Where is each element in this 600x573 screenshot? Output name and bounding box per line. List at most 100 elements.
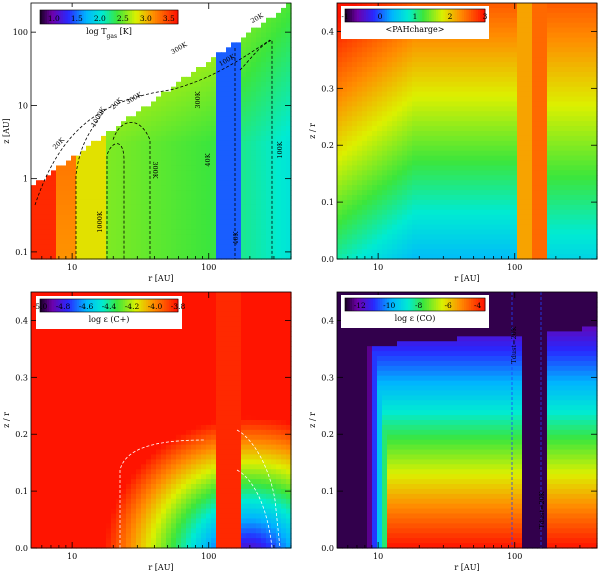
pah-cell xyxy=(592,7,598,14)
pah-cell xyxy=(357,42,363,48)
pah-cell xyxy=(487,219,493,226)
tgas-cell xyxy=(136,214,142,221)
pah-cell xyxy=(347,185,353,191)
pah-cell xyxy=(492,76,498,83)
tgas-cell xyxy=(201,140,207,147)
tgas-cell xyxy=(186,91,192,98)
pah-cell xyxy=(407,199,413,206)
pah-cell xyxy=(522,47,528,53)
pah-cell xyxy=(592,254,598,260)
tgas-cell xyxy=(181,101,187,107)
tgas-colorbar-tick-label: 2.0 xyxy=(94,14,106,23)
pah-cell xyxy=(347,67,353,73)
tgas-cell xyxy=(226,254,232,260)
tgas-cell xyxy=(161,249,167,255)
tgas-cell xyxy=(171,86,177,93)
pah-cell xyxy=(487,37,493,43)
tgas-cell xyxy=(31,209,37,216)
pah-cell xyxy=(512,17,518,24)
pah-cell xyxy=(567,67,573,73)
tgas-cell xyxy=(46,180,52,186)
tgas-colorbar-swatch xyxy=(58,10,62,24)
pah-cell xyxy=(447,150,453,157)
tgas-cell xyxy=(241,254,247,260)
cplus-cell xyxy=(56,479,62,485)
pah-cell xyxy=(552,244,558,250)
tgas-cell xyxy=(121,121,127,127)
tgas-cell xyxy=(181,195,187,201)
pah-cell xyxy=(512,199,518,206)
tgas-cell xyxy=(71,234,77,240)
tgas-cell xyxy=(111,219,117,226)
tgas-cell xyxy=(186,140,192,147)
pah-cell xyxy=(497,199,503,206)
tgas-cell xyxy=(181,140,187,147)
pah-cell xyxy=(412,121,418,127)
tgas-cell xyxy=(246,145,252,152)
pah-cell xyxy=(467,165,473,171)
tgas-cell xyxy=(61,234,67,240)
tgas-cell xyxy=(111,214,117,221)
tgas-cell xyxy=(211,239,217,245)
pah-cell xyxy=(502,135,508,142)
tgas-cell xyxy=(256,67,262,73)
tgas-cell xyxy=(211,106,217,112)
cplus-cell xyxy=(31,346,37,352)
tgas-cell xyxy=(76,170,82,176)
tgas-cell xyxy=(271,244,277,250)
pah-cell xyxy=(372,244,378,250)
pah-cell xyxy=(412,111,418,117)
pah-cell xyxy=(352,135,358,142)
pah-cell xyxy=(527,219,533,226)
tgas-cell xyxy=(231,209,237,216)
pah-cell xyxy=(422,244,428,250)
pah-colorbar-swatch xyxy=(366,9,369,22)
pah-cell xyxy=(477,229,483,235)
pah-colorbar-tick-label: 1 xyxy=(413,12,418,21)
pah-cell xyxy=(512,71,518,78)
tgas-cell xyxy=(226,62,232,68)
tgas-cell xyxy=(256,131,262,137)
tgas-cell xyxy=(276,224,282,231)
tgas-cell xyxy=(146,229,152,235)
pah-cell xyxy=(432,131,438,137)
tgas-cell xyxy=(256,37,262,43)
tgas-cell xyxy=(236,185,242,191)
pah-cell xyxy=(372,229,378,235)
tgas-cell xyxy=(36,185,42,191)
pah-cell xyxy=(512,150,518,157)
pah-cell xyxy=(492,17,498,24)
tgas-cell xyxy=(206,121,212,127)
pah-cell xyxy=(462,185,468,191)
tgas-cell xyxy=(56,249,62,255)
tgas-cell xyxy=(211,199,217,206)
cplus-cell xyxy=(51,351,57,357)
pah-cell xyxy=(512,57,518,63)
pah-cell xyxy=(537,199,543,206)
pah-cell xyxy=(407,135,413,142)
pah-cell xyxy=(512,165,518,171)
tgas-cell xyxy=(256,180,262,186)
tgas-cell xyxy=(41,234,47,240)
tgas-cell xyxy=(221,204,227,211)
tgas-cell xyxy=(181,214,187,221)
cplus-cell xyxy=(41,543,47,549)
pah-cell xyxy=(572,121,578,127)
tgas-cell xyxy=(76,219,82,226)
tgas-cell xyxy=(251,214,257,221)
pah-cell xyxy=(527,254,533,260)
pah-cell xyxy=(457,155,463,162)
tgas-cell xyxy=(251,145,257,152)
pah-cell xyxy=(527,165,533,171)
pah-cell xyxy=(577,219,583,226)
tgas-cell xyxy=(86,214,92,221)
pah-cell xyxy=(577,12,583,19)
tgas-cell xyxy=(46,204,52,211)
pah-cell xyxy=(502,71,508,78)
tgas-cell xyxy=(236,121,242,127)
tgas-cell xyxy=(286,219,292,226)
pah-cell xyxy=(492,224,498,231)
tgas-cell xyxy=(51,180,57,186)
pah-cell xyxy=(567,249,573,255)
pah-cell xyxy=(592,249,598,255)
